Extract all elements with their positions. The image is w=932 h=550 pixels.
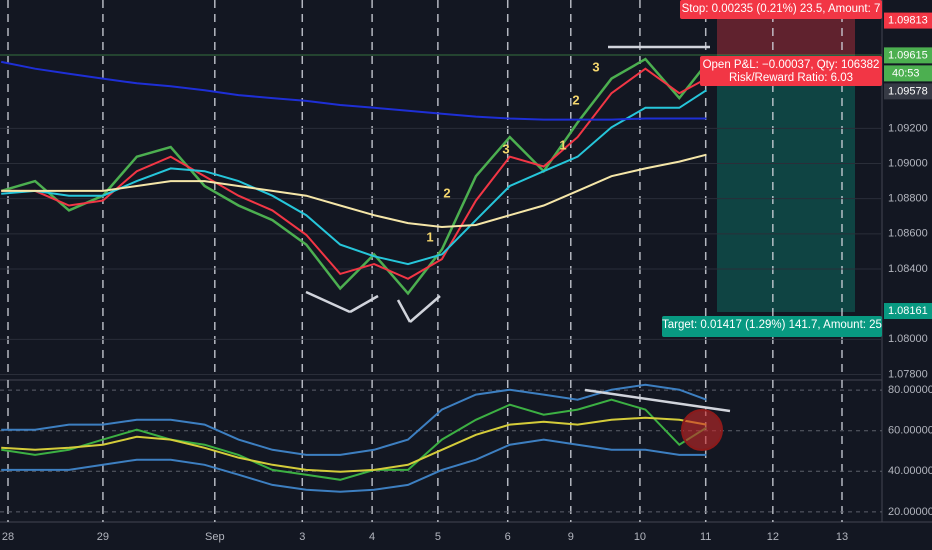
signal-circle bbox=[681, 409, 723, 451]
wave-label: 1 bbox=[426, 229, 433, 244]
y-tick-label: 1.08600 bbox=[888, 228, 928, 240]
x-tick-label: 13 bbox=[836, 531, 848, 543]
countdown-box bbox=[884, 65, 932, 82]
x-tick-label: 3 bbox=[299, 531, 305, 543]
y-tick-label: 1.09200 bbox=[888, 122, 928, 134]
wave-label: 3 bbox=[592, 59, 599, 74]
series-line bbox=[1, 67, 707, 280]
series-line bbox=[1, 153, 707, 229]
series-line bbox=[1, 398, 707, 481]
series-line bbox=[1, 416, 707, 473]
wave-label: 1 bbox=[559, 137, 566, 152]
series-line bbox=[1, 383, 707, 456]
price-label: 1.09813 bbox=[888, 14, 928, 26]
series-line bbox=[1, 89, 707, 266]
x-tick-label: 6 bbox=[505, 531, 511, 543]
trendline bbox=[409, 295, 441, 323]
x-tick-label: 9 bbox=[568, 531, 574, 543]
wave-label: 3 bbox=[502, 141, 509, 156]
price-label: 1.09578 bbox=[888, 85, 928, 97]
y-tick-label: 1.08000 bbox=[888, 333, 928, 345]
x-tick-label: 5 bbox=[435, 531, 441, 543]
x-tick-label: 10 bbox=[634, 531, 646, 543]
trendline bbox=[349, 294, 379, 314]
y-tick-label: 40.00000 bbox=[888, 465, 932, 477]
y-tick-label: 1.07800 bbox=[888, 368, 928, 380]
x-tick-label: 12 bbox=[767, 531, 779, 543]
price-label-box bbox=[884, 47, 932, 64]
price-label-box bbox=[884, 12, 932, 29]
x-tick-label: 4 bbox=[369, 531, 375, 543]
x-tick-label: 28 bbox=[2, 531, 14, 543]
price-label: 1.08161 bbox=[888, 305, 928, 317]
wave-label: 2 bbox=[572, 92, 579, 107]
open-pl-box bbox=[700, 56, 882, 86]
price-label: 1.09615 bbox=[888, 49, 928, 61]
target-zone bbox=[717, 55, 855, 312]
y-tick-label: 20.00000 bbox=[888, 506, 932, 518]
stop-text: Stop: 0.00235 (0.21%) 23.5, Amount: 7 bbox=[682, 3, 881, 15]
y-tick-label: 1.08800 bbox=[888, 193, 928, 205]
series-line bbox=[0, 57, 708, 296]
series-line bbox=[1, 438, 707, 493]
y-tick-label: 80.00000 bbox=[888, 384, 932, 396]
target-text: Target: 0.01417 (1.29%) 141.7, Amount: 2… bbox=[662, 319, 882, 331]
stop-box bbox=[680, 0, 882, 19]
wave-label: 2 bbox=[443, 185, 450, 200]
series-line bbox=[1, 60, 707, 121]
x-tick-label: Sep bbox=[205, 531, 225, 543]
price-label-box bbox=[884, 303, 932, 320]
y-tick-label: 1.08400 bbox=[888, 263, 928, 275]
x-tick-label: 29 bbox=[97, 531, 109, 543]
trendline bbox=[305, 290, 351, 314]
price-label-box bbox=[884, 83, 932, 100]
trendline bbox=[396, 299, 412, 323]
y-tick-label: 1.09000 bbox=[888, 157, 928, 169]
countdown: 40:53 bbox=[892, 67, 920, 79]
x-tick-label: 11 bbox=[700, 531, 711, 543]
target-box bbox=[662, 316, 882, 337]
y-tick-label: 60.00000 bbox=[888, 425, 932, 437]
open-pl-text: Risk/Reward Ratio: 6.03 bbox=[729, 72, 853, 84]
trendline bbox=[584, 388, 731, 413]
open-pl-text: Open P&L: −0.00037, Qty: 106382 bbox=[703, 59, 880, 71]
